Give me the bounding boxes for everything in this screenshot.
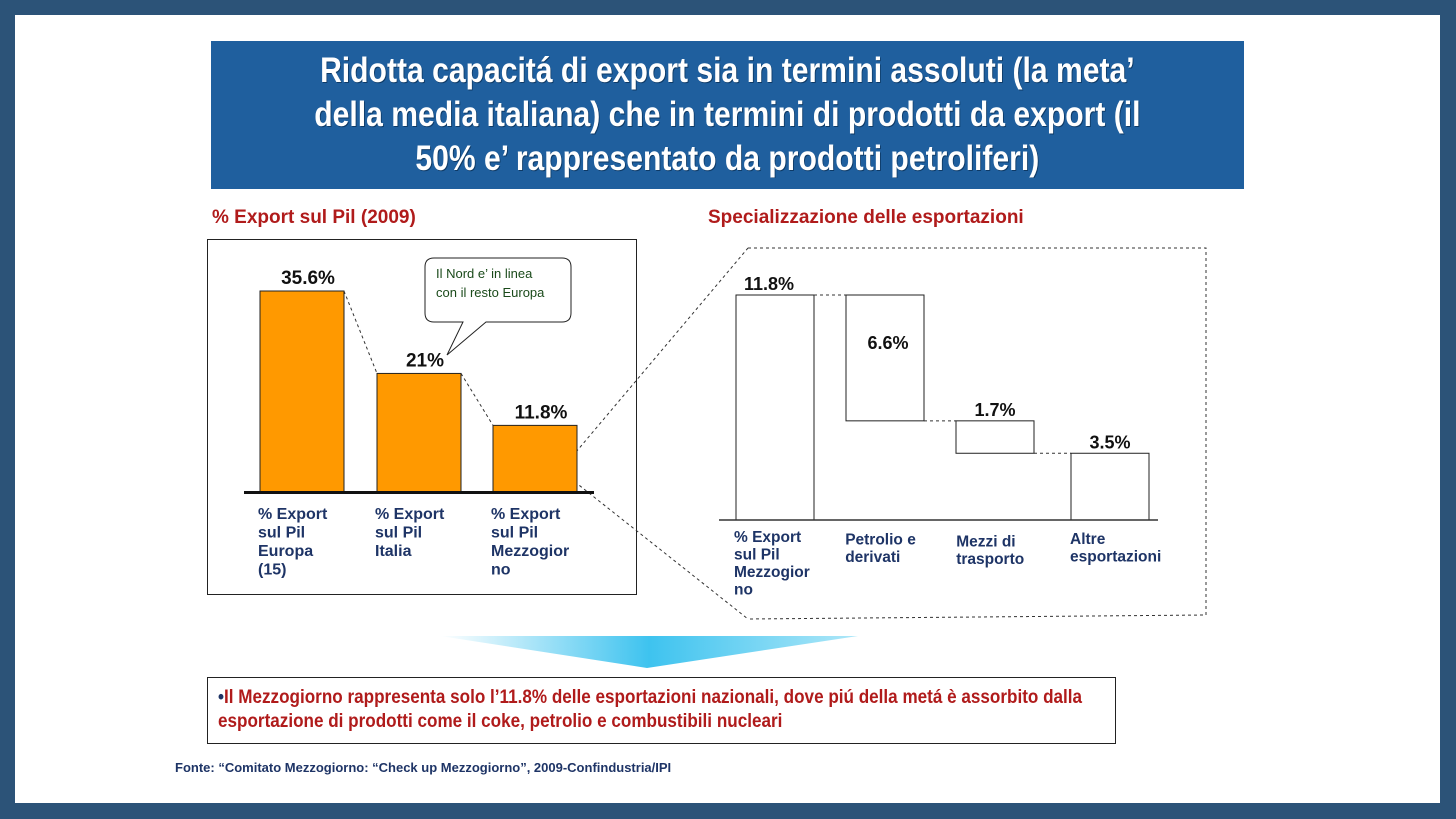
right-chart-frame: [747, 247, 1207, 620]
left-chart-title: % Export sul Pil (2009): [212, 207, 416, 228]
left-data-label-0: 35.6%: [281, 268, 335, 289]
left-connector-1: [460, 373, 494, 426]
right-bar-1: [845, 294, 925, 422]
right-bar-3: [1070, 452, 1150, 521]
right-category-label-1-0: Petrolio e: [845, 531, 916, 548]
right-data-label-1: 6.6%: [867, 333, 908, 353]
conclusion-text: Il Mezzogiorno rappresenta solo l’11.8% …: [218, 687, 1083, 732]
left-connector-0: [343, 290, 378, 374]
left-category-label-1-1: sul Pil: [375, 525, 422, 542]
conclusion-box: •Il Mezzogiorno rappresenta solo l’11.8%…: [207, 677, 1116, 744]
left-chart-frame: [207, 239, 637, 595]
left-category-label-0-1: sul Pil: [258, 525, 305, 542]
right-category-label-0-1: sul Pil: [734, 547, 780, 564]
right-bar-2: [955, 420, 1035, 454]
callout-line-1: Il Nord e’ in linea: [436, 266, 533, 281]
left-category-label-2-3: no: [491, 562, 511, 579]
left-category-label-2-0: % Export: [491, 506, 561, 523]
down-arrow-shape: [440, 636, 858, 668]
right-data-label-3: 3.5%: [1089, 432, 1130, 452]
left-category-label-0-0: % Export: [258, 506, 328, 523]
left-category-label-1-2: Italia: [375, 543, 412, 560]
right-data-label-0: 11.8%: [744, 274, 794, 294]
zoom-line-bottom: [569, 477, 749, 620]
right-category-label-0-2: Mezzogior: [734, 564, 810, 581]
left-bar-1: [376, 372, 462, 493]
title-banner: Ridotta capacitá di export sia in termin…: [211, 41, 1244, 189]
right-bar-0: [735, 294, 815, 521]
left-category-label-1-0: % Export: [375, 506, 445, 523]
callout-line-2: con il resto Europa: [436, 285, 545, 300]
left-category-label-2-1: sul Pil: [491, 525, 538, 542]
zoom-line-top: [575, 247, 749, 453]
right-category-label-3-0: Altre: [1070, 531, 1106, 548]
right-category-label-1-1: derivati: [845, 549, 900, 566]
conclusion-bullet: •: [218, 687, 224, 708]
callout-bubble: Il Nord e’ in linea con il resto Europa: [424, 257, 572, 356]
left-bar-2: [492, 424, 578, 493]
right-category-label-0-0: % Export: [734, 529, 801, 546]
left-category-label-0-3: (15): [258, 562, 286, 579]
right-chart-title: Specializzazione delle esportazioni: [708, 207, 1024, 228]
left-category-label-0-2: Europa: [258, 543, 313, 560]
right-category-label-2-0: Mezzi di: [956, 533, 1015, 550]
right-category-label-3-1: esportazioni: [1070, 549, 1161, 566]
right-category-label-0-3: no: [734, 582, 753, 599]
source-note: Fonte: “Comitato Mezzogiorno: “Check up …: [175, 760, 672, 775]
left-bar-0: [259, 290, 345, 493]
left-data-label-1: 21%: [406, 350, 444, 371]
left-category-label-2-2: Mezzogior: [491, 543, 569, 560]
right-category-label-2-1: trasporto: [956, 551, 1024, 568]
right-data-label-2: 1.7%: [974, 400, 1015, 420]
left-data-label-2: 11.8%: [515, 402, 568, 423]
slide-title: Ridotta capacitá di export sia in termin…: [314, 51, 1141, 178]
